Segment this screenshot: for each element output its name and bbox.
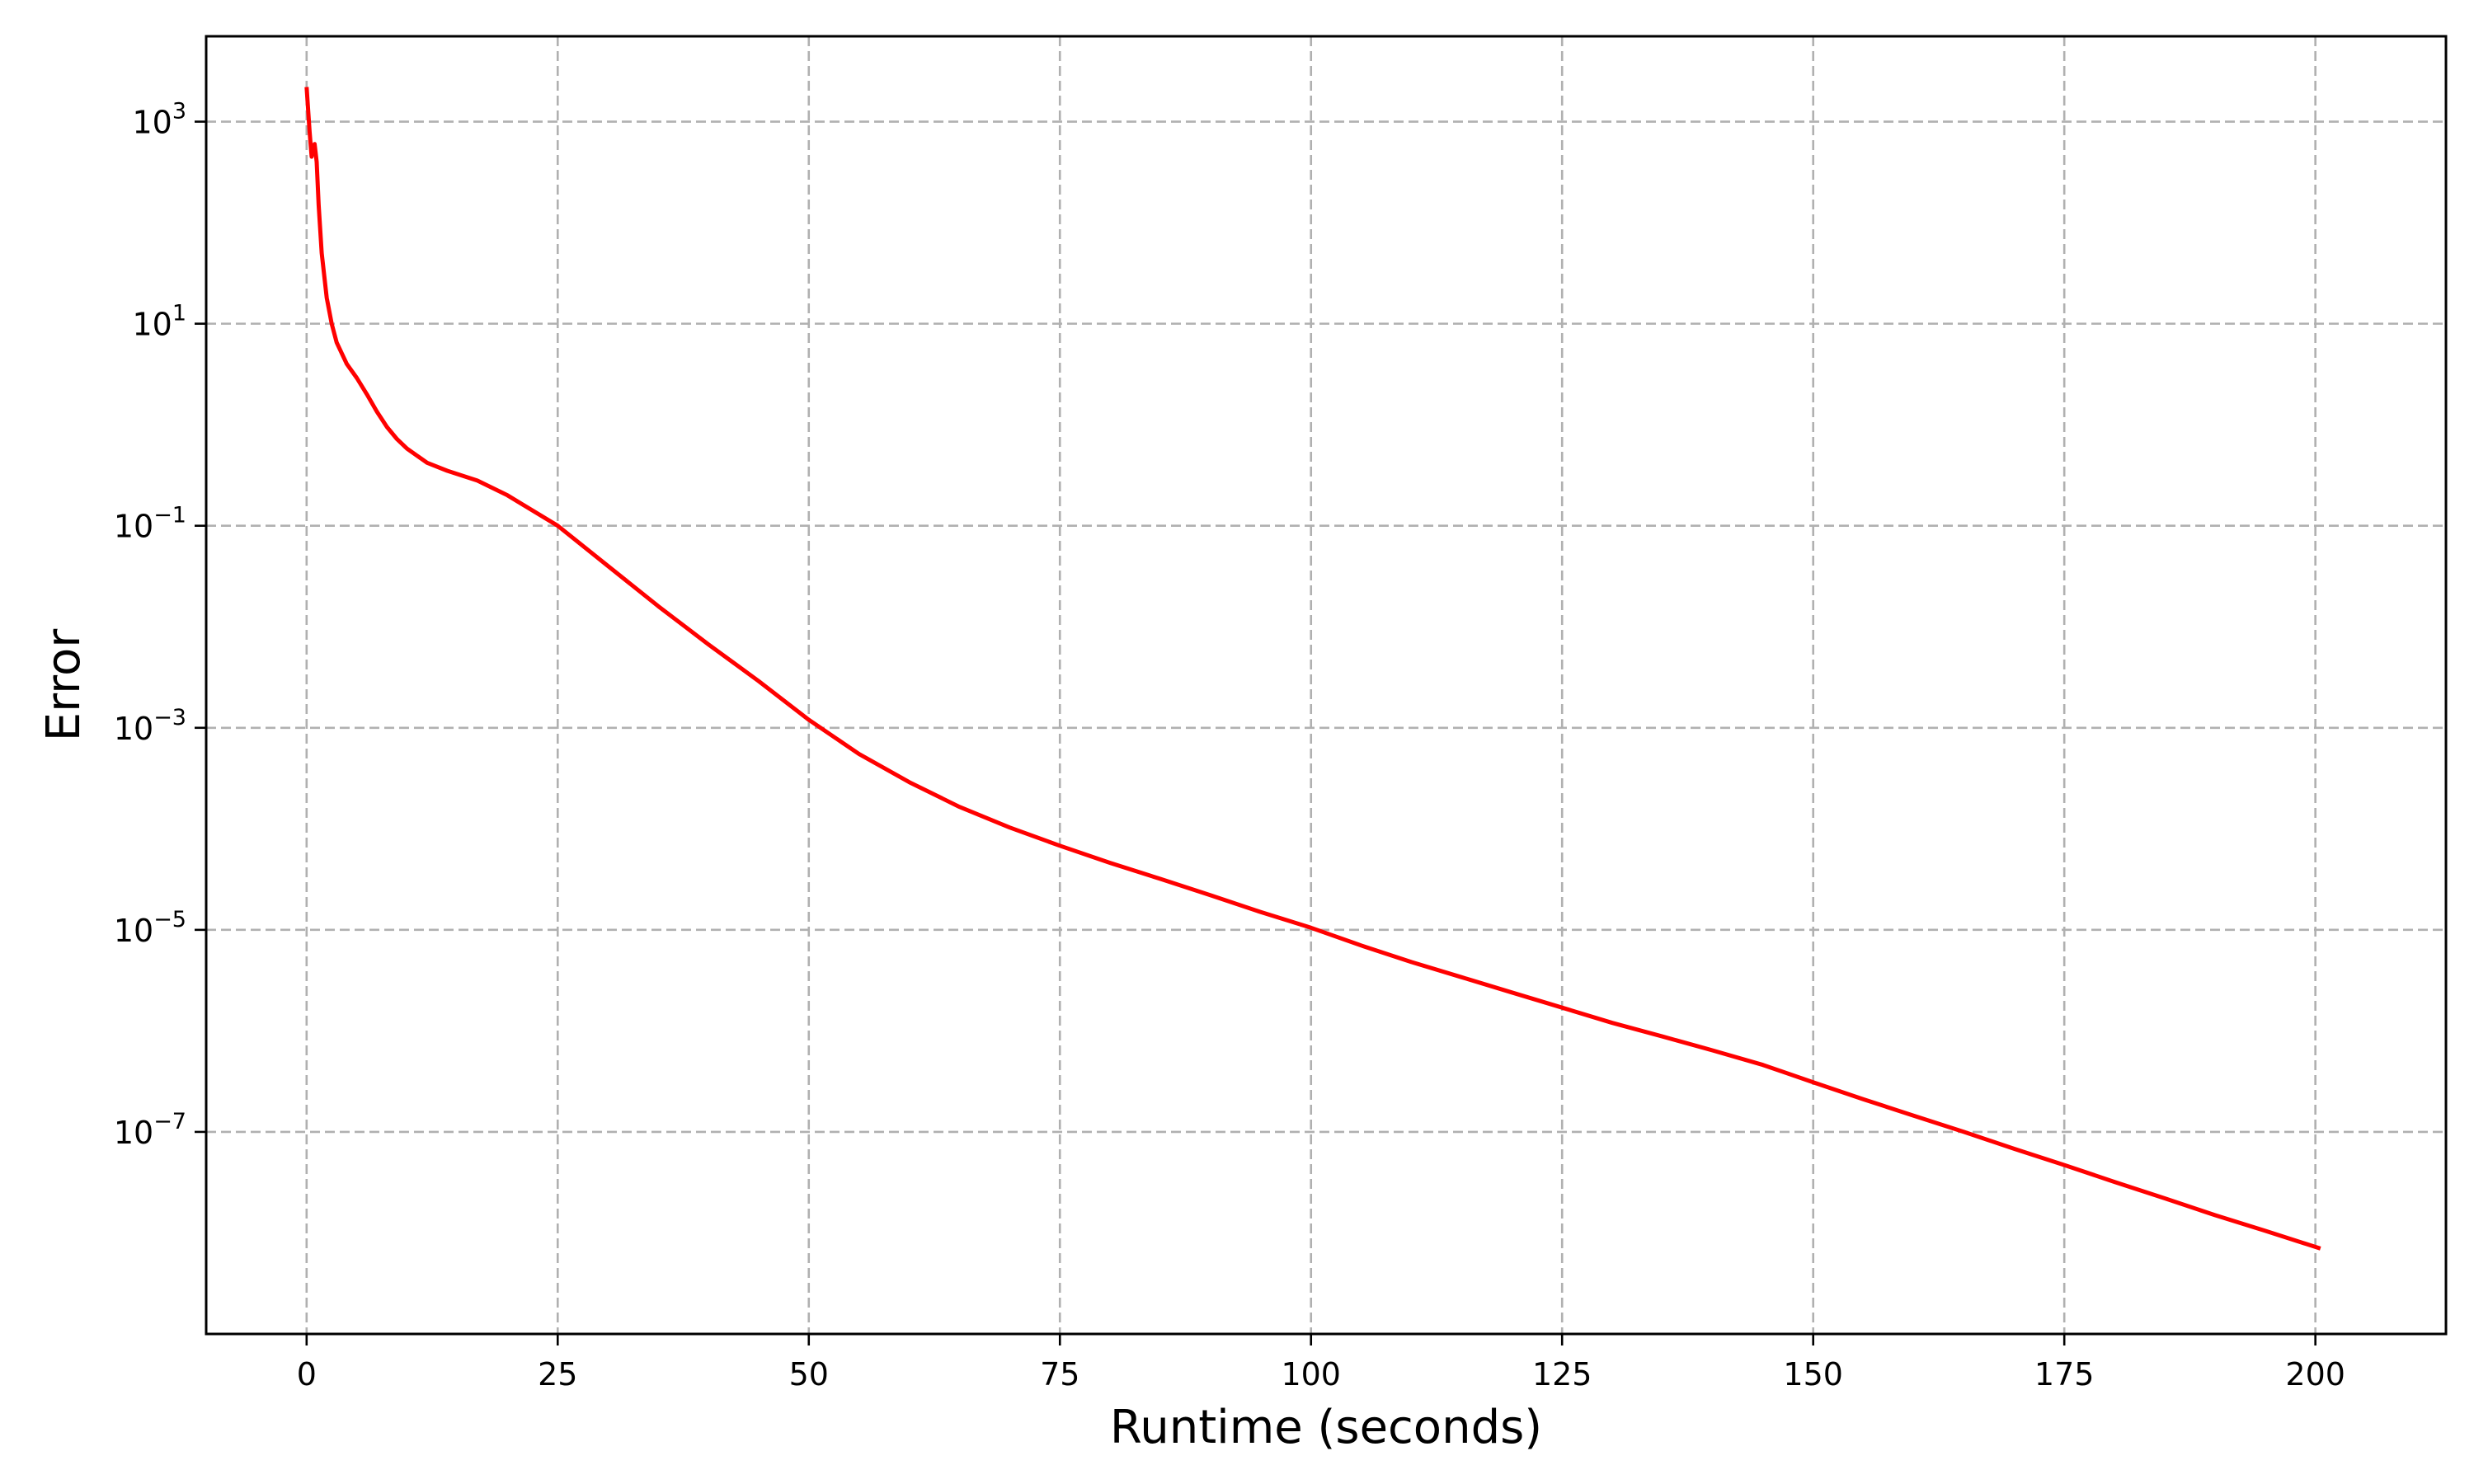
y-tick-label: 10−5 [114, 907, 186, 949]
x-tick-label: 100 [1281, 1356, 1341, 1392]
tick-layer: 0 25 50 75 100 125 150 175 200 103 101 10−1 10−3 10−5… [114, 99, 2345, 1392]
y-tick-label: 103 [132, 99, 186, 141]
x-tick-label: 150 [1783, 1356, 1843, 1392]
y-axis-label: Error [37, 628, 91, 741]
x-tick-label: 25 [538, 1356, 577, 1392]
x-axis-label: Runtime (seconds) [1110, 1401, 1542, 1454]
x-tick-label: 75 [1040, 1356, 1079, 1392]
x-tick-label: 200 [2285, 1356, 2345, 1392]
y-tick-label: 10−7 [114, 1109, 186, 1151]
x-tick-label: 0 [297, 1356, 317, 1392]
plot-frame [205, 35, 2448, 1336]
y-tick-label: 101 [132, 301, 186, 343]
y-tick-label: 10−3 [114, 705, 186, 747]
y-tick-label: 10−1 [114, 503, 186, 545]
series-layer [304, 87, 2321, 1251]
x-tick-label: 50 [789, 1356, 829, 1392]
x-tick-label: 175 [2034, 1356, 2095, 1392]
grid-layer [206, 36, 2446, 1334]
x-tick-label: 125 [1532, 1356, 1592, 1392]
series-line-0 [304, 87, 2321, 1251]
